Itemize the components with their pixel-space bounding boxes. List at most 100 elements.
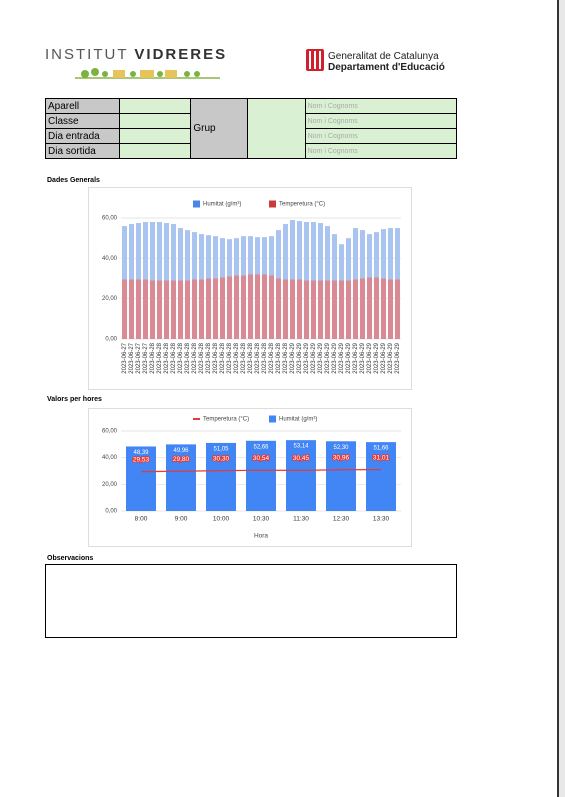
- cell: [247, 98, 306, 159]
- name-cell: Nom i Cognoms: [304, 128, 458, 144]
- y-tick-label: 0,00: [105, 337, 117, 343]
- line: [140, 469, 382, 473]
- cell: [119, 128, 192, 144]
- value-label: 31,01: [373, 454, 390, 461]
- x-tick-label: 2023-06-27: [129, 342, 135, 373]
- gov-name: Generalitat de Catalunya: [328, 51, 439, 62]
- bar: [177, 280, 184, 339]
- x-tick-label: 2023-06-27: [143, 342, 149, 373]
- bar: [156, 222, 163, 339]
- y-tick-label: 60,00: [102, 429, 118, 435]
- name-cell: Nom i Cognoms: [304, 143, 458, 159]
- legend-label: Temperetura (°C): [203, 417, 249, 423]
- x-tick-label: 13:30: [373, 516, 390, 523]
- x-tick-label: 2023-06-28: [157, 342, 163, 373]
- legend-marker: [193, 200, 200, 208]
- bar: [240, 275, 247, 339]
- value-label: 30,96: [333, 454, 350, 461]
- legend-label: Humitat (g/m³): [203, 202, 241, 208]
- school-name: VIDRERES: [134, 46, 228, 63]
- gov-text: Generalitat de Catalunya Departament d'E…: [328, 51, 445, 73]
- bar: [359, 278, 366, 339]
- bar: [149, 222, 156, 339]
- value-label: 49,96: [173, 448, 189, 454]
- x-tick-label: 2023-06-28: [241, 342, 247, 373]
- x-tick-label: 2023-06-29: [346, 342, 352, 373]
- x-tick-label: 2023-06-29: [290, 342, 296, 373]
- bar: [163, 280, 170, 339]
- x-tick-label: 2023-06-29: [318, 342, 324, 373]
- bar: [191, 279, 198, 339]
- bar: [268, 275, 275, 339]
- bar: [149, 280, 156, 339]
- legend-marker: [269, 415, 276, 423]
- bar: [261, 274, 268, 339]
- bar: [303, 222, 310, 339]
- y-tick-label: 20,00: [102, 296, 118, 302]
- cell: [119, 143, 192, 159]
- x-tick-label: 2023-06-28: [248, 342, 254, 373]
- y-tick-label: 40,00: [102, 455, 118, 461]
- x-tick-label: 2023-06-29: [332, 342, 338, 373]
- row-label: Aparell: [44, 98, 121, 114]
- bar: [142, 279, 149, 339]
- page-edge: [557, 0, 565, 797]
- x-tick-label: 2023-06-28: [269, 342, 275, 373]
- dept-name: Departament d'Educació: [328, 62, 445, 73]
- bar: [289, 279, 296, 339]
- name-cell: Nom i Cognoms: [304, 98, 458, 114]
- x-tick-label: 8:00: [135, 516, 148, 523]
- bar: [275, 278, 282, 339]
- bar: [286, 440, 316, 511]
- y-tick-label: 0,00: [105, 509, 117, 515]
- x-tick-label: 11:30: [293, 516, 309, 523]
- bar: [345, 280, 352, 339]
- x-tick-label: 2023-06-28: [199, 342, 205, 373]
- bar: [219, 277, 226, 339]
- x-tick-label: 2023-06-28: [234, 342, 240, 373]
- y-tick-label: 20,00: [102, 482, 118, 488]
- y-tick-label: 40,00: [102, 256, 118, 262]
- legend-label: Temperetura (°C): [279, 202, 325, 208]
- bar: [373, 277, 380, 339]
- value-label: 51,05: [213, 447, 229, 453]
- bar: [296, 279, 303, 339]
- bar: [128, 279, 135, 339]
- x-tick-label: 2023-06-29: [353, 342, 359, 373]
- bar: [205, 278, 212, 339]
- x-tick-label: 2023-06-29: [360, 342, 366, 373]
- school-word: INSTITUT: [45, 46, 129, 63]
- row-label: Dia sortida: [44, 143, 121, 159]
- x-axis-title: Hora: [254, 533, 268, 540]
- x-tick-label: 9:00: [175, 516, 188, 523]
- x-tick-label: 2023-06-28: [213, 342, 219, 373]
- bar: [317, 280, 324, 339]
- bar: [394, 279, 401, 339]
- x-tick-label: 10:30: [253, 516, 270, 523]
- x-tick-label: 2023-06-29: [311, 342, 317, 373]
- bar: [166, 444, 196, 511]
- gov-logo: [306, 49, 324, 71]
- bar: [303, 280, 310, 339]
- value-label: 53,14: [293, 444, 309, 450]
- bar: [380, 278, 387, 339]
- value-label: 30,54: [253, 455, 270, 462]
- legend-marker: [269, 200, 276, 208]
- value-label: 52,30: [333, 445, 349, 451]
- x-tick-label: 2023-06-28: [192, 342, 198, 373]
- bar: [246, 440, 276, 511]
- bar: [366, 277, 373, 339]
- x-tick-label: 2023-06-29: [381, 342, 387, 373]
- bar: [282, 279, 289, 339]
- x-tick-label: 2023-06-29: [325, 342, 331, 373]
- x-tick-label: 2023-06-28: [227, 342, 233, 373]
- x-tick-label: 2023-06-29: [367, 342, 373, 373]
- value-label: 29,53: [133, 456, 150, 463]
- x-tick-label: 2023-06-28: [276, 342, 282, 373]
- y-tick-label: 60,00: [102, 216, 118, 222]
- bar: [366, 442, 396, 511]
- x-tick-label: 2023-06-29: [304, 342, 310, 373]
- logo-houses: [75, 68, 220, 79]
- value-label: 30,45: [293, 455, 310, 462]
